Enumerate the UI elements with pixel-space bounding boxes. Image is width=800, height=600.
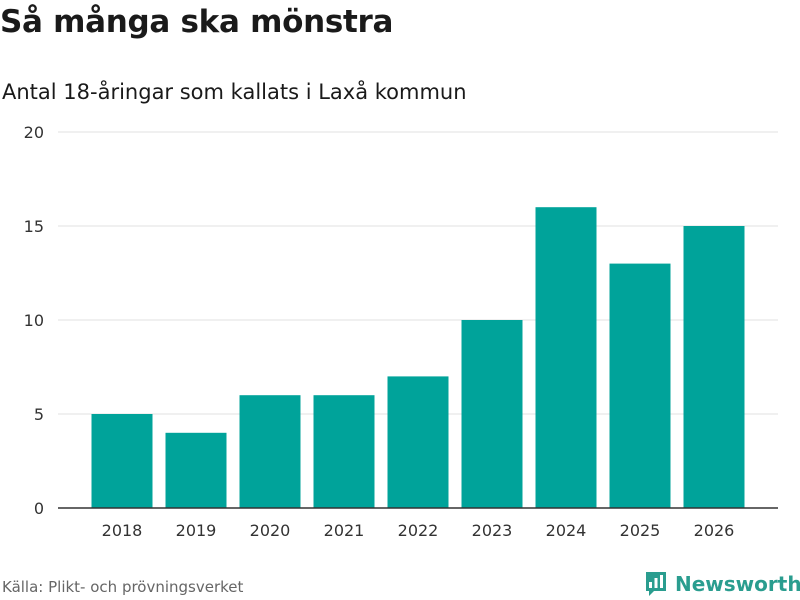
brand-logo: Newsworthy [644, 570, 800, 598]
chart-subtitle: Antal 18-åringar som kallats i Laxå komm… [2, 80, 467, 104]
bar-chart-speech-icon [646, 572, 666, 596]
bar-2019 [165, 432, 227, 508]
x-tick-label: 2022 [398, 521, 439, 540]
x-tick-label: 2020 [250, 521, 291, 540]
y-tick-label: 15 [24, 217, 44, 236]
x-tick-label: 2026 [694, 521, 735, 540]
bar-2025 [609, 263, 671, 508]
chart-title: Så många ska mönstra [0, 4, 394, 40]
source-note: Källa: Plikt- och prövningsverket [2, 578, 244, 596]
x-tick-label: 2024 [546, 521, 587, 540]
x-tick-label: 2019 [176, 521, 217, 540]
y-tick-label: 10 [24, 311, 44, 330]
bar-2026 [683, 226, 745, 508]
brand-name: Newsworthy [675, 572, 800, 596]
x-tick-label: 2018 [102, 521, 143, 540]
bar-2018 [91, 414, 153, 508]
bar-2023 [461, 320, 523, 508]
y-tick-label: 5 [34, 405, 44, 424]
bar-2021 [313, 395, 375, 508]
bar-2020 [239, 395, 301, 508]
x-tick-label: 2021 [324, 521, 365, 540]
x-tick-label: 2023 [472, 521, 513, 540]
bar-2022 [387, 376, 449, 508]
y-tick-label: 20 [24, 123, 44, 142]
bar-2024 [535, 207, 597, 508]
x-tick-label: 2025 [620, 521, 661, 540]
y-tick-label: 0 [34, 499, 44, 518]
